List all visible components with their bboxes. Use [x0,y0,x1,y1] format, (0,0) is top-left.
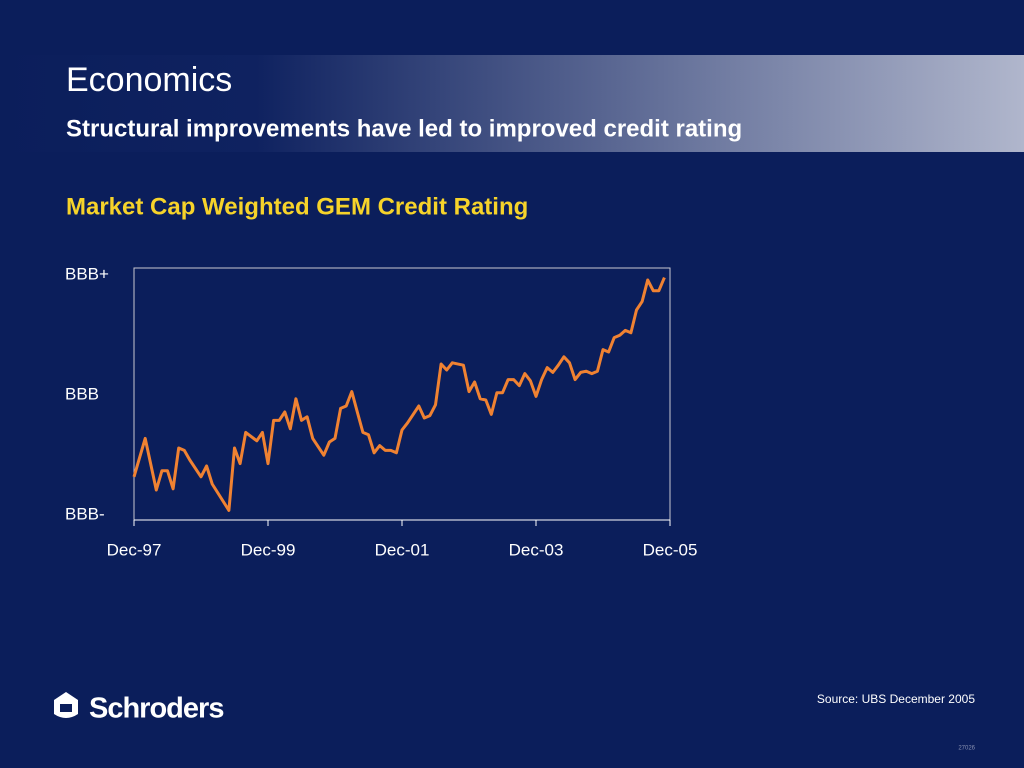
title: Economics [66,61,232,99]
logo-crest-inner [60,704,72,712]
chart-title: Market Cap Weighted GEM Credit Rating [66,193,528,220]
y-tick-label: BBB [65,385,99,404]
y-tick-label: BBB+ [65,265,109,284]
logo [54,692,78,718]
source: Source: UBS December 2005 [817,692,975,706]
subtitle: Structural improvements have led to impr… [66,115,742,142]
x-tick-label: Dec-99 [241,540,296,559]
header-band [0,55,1024,152]
brand: Schroders [89,693,223,725]
x-tick-label: Dec-05 [643,540,698,559]
x-tick-label: Dec-01 [375,540,430,559]
data-line [132,277,666,512]
x-tick-label: Dec-03 [509,540,564,559]
x-tick-label: Dec-97 [107,540,162,559]
y-tick-label: BBB- [65,505,105,524]
page-code: 27026 [958,746,975,752]
